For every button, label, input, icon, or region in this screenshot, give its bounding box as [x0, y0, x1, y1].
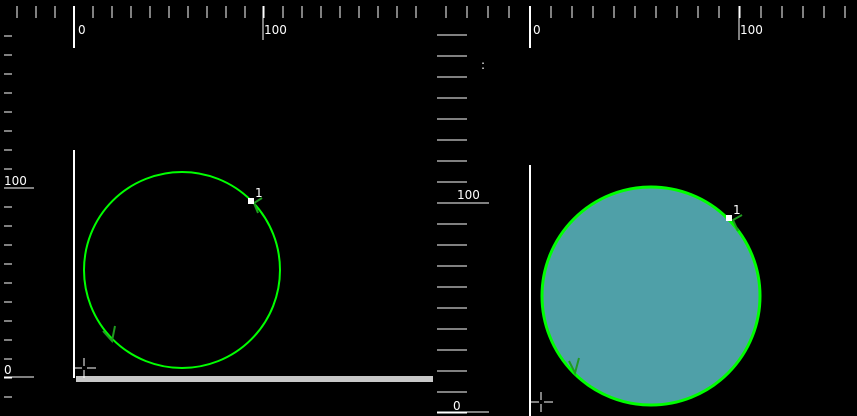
top-ruler-label-0: 0 — [78, 23, 86, 37]
drawing-canvas[interactable]: 1 — [0, 0, 433, 416]
start-point-arrow-icon — [731, 214, 743, 232]
outline-view-panel[interactable]: 0 100 100 0 1 — [0, 0, 433, 416]
left-ruler-label-100: 100 — [457, 188, 480, 202]
top-ruler-major-ticks — [73, 6, 264, 48]
left-ruler-major-ticks — [4, 187, 34, 378]
start-point-marker[interactable] — [248, 198, 254, 204]
start-point-label: 1 — [733, 203, 741, 217]
ground-bar — [76, 376, 433, 382]
start-point-marker[interactable] — [726, 215, 732, 221]
left-ruler-label-0: 0 — [453, 399, 461, 413]
filled-view-panel[interactable]: 0 100 100 0 : 1 — [433, 0, 857, 416]
start-point-label: 1 — [255, 186, 263, 200]
circle-shape[interactable] — [83, 171, 281, 369]
top-ruler[interactable] — [0, 0, 433, 20]
left-ruler[interactable] — [0, 0, 40, 416]
drawing-canvas[interactable]: 1 — [433, 0, 857, 416]
top-ruler-label-100: 100 — [740, 23, 763, 37]
origin-crosshair-icon — [530, 392, 553, 412]
top-ruler-major-ticks — [529, 6, 740, 48]
ruler-mark: : — [481, 58, 486, 72]
left-ruler-label-100: 100 — [4, 174, 27, 188]
origin-crosshair-icon — [74, 358, 96, 378]
direction-arrow-icon — [568, 357, 580, 376]
left-ruler-major-ticks — [437, 202, 489, 413]
top-ruler[interactable] — [433, 0, 857, 20]
left-ruler-label-0: 0 — [4, 363, 12, 377]
direction-arrow-icon — [102, 325, 116, 344]
circle-shape[interactable] — [540, 185, 762, 407]
top-ruler-label-100: 100 — [264, 23, 287, 37]
left-ruler[interactable] — [433, 0, 493, 416]
top-ruler-label-0: 0 — [533, 23, 541, 37]
